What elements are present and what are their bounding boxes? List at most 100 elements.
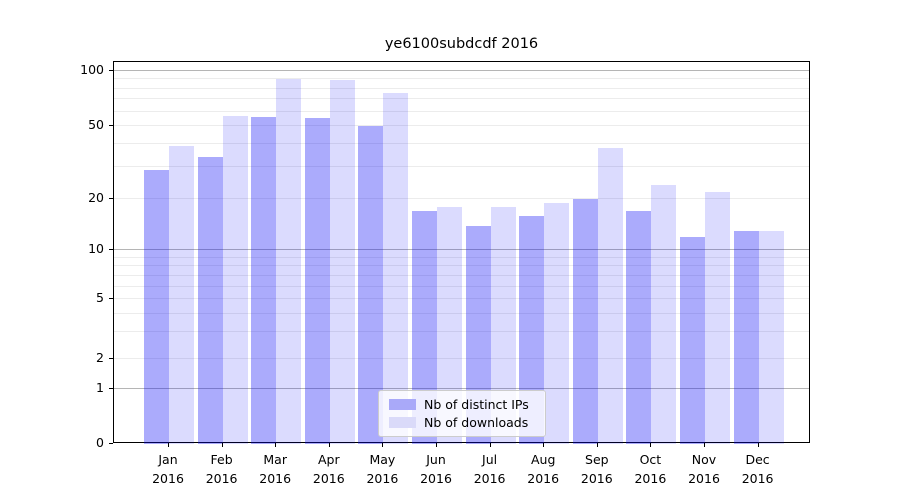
x-tick-year: 2016 — [527, 471, 560, 486]
x-tick-month: Nov — [691, 452, 717, 467]
bar-ips-sep — [572, 199, 598, 444]
x-tick-year: 2016 — [634, 471, 667, 486]
x-tick-month: Jan — [158, 452, 178, 467]
bar-downloads-sep — [597, 147, 623, 444]
bar-ips-jan — [144, 169, 169, 444]
x-tick-month: Jul — [482, 452, 498, 467]
y-tick-mark-100 — [109, 70, 113, 71]
bar-ips-apr — [304, 118, 330, 444]
x-tick-label-sep: Sep 2016 — [567, 450, 627, 488]
gridline-minor-50 — [114, 124, 809, 126]
x-tick-month: Feb — [210, 452, 233, 467]
bar-downloads-aug — [544, 203, 570, 444]
gridline-minor-70 — [114, 98, 809, 100]
x-tick-mark-jun — [436, 443, 437, 447]
gridline-minor-5 — [114, 298, 809, 300]
x-tick-label-feb: Feb 2016 — [192, 450, 252, 488]
x-tick-mark-feb — [221, 443, 223, 447]
x-tick-year: 2016 — [741, 471, 774, 486]
bar-downloads-may — [383, 92, 409, 444]
y-tick-label-20: 20 — [88, 190, 104, 206]
x-tick-label-jul: Jul 2016 — [460, 450, 520, 488]
gridline-minor-90 — [114, 78, 809, 80]
chart-title: ye6100subdcdf 2016 — [384, 36, 539, 52]
x-tick-month: May — [369, 452, 396, 467]
y-tick-mark-5 — [109, 298, 113, 300]
gridline-minor-4 — [114, 312, 809, 314]
x-tick-label-may: May 2016 — [352, 450, 412, 488]
bar-ips-mar — [251, 116, 277, 444]
y-tick-label-5: 5 — [96, 290, 104, 306]
x-tick-label-aug: Aug 2016 — [513, 450, 573, 488]
x-tick-month: Sep — [585, 452, 609, 467]
legend: Nb of distinct IPs Nb of downloads — [378, 390, 546, 437]
x-tick-year: 2016 — [420, 471, 452, 486]
legend-label-downloads: Nb of downloads — [424, 415, 529, 430]
gridline-minor-8 — [114, 265, 809, 267]
y-tick-mark-1 — [109, 388, 113, 390]
x-tick-mark-mar — [275, 443, 277, 447]
x-tick-month: Apr — [317, 452, 340, 467]
x-tick-mark-nov — [704, 443, 705, 447]
y-tick-label-50: 50 — [88, 116, 104, 132]
x-tick-label-dec: Dec 2016 — [728, 450, 788, 488]
y-tick-mark-0 — [109, 443, 113, 444]
y-tick-label-10: 10 — [88, 241, 104, 257]
x-tick-mark-jul — [489, 443, 491, 447]
x-tick-label-apr: Apr 2016 — [299, 450, 359, 488]
x-tick-year: 2016 — [473, 471, 506, 486]
legend-item-downloads: Nb of downloads — [379, 415, 545, 430]
y-tick-mark-20 — [109, 198, 113, 200]
y-tick-label-1: 1 — [96, 380, 104, 396]
y-tick-mark-50 — [109, 124, 113, 126]
x-tick-mark-apr — [328, 443, 330, 447]
x-tick-label-oct: Oct 2016 — [620, 450, 680, 488]
x-tick-year: 2016 — [366, 471, 399, 486]
x-tick-year: 2016 — [205, 471, 238, 486]
bar-ips-feb — [197, 156, 223, 444]
y-tick-label-100: 100 — [80, 62, 104, 77]
x-tick-month: Dec — [745, 452, 770, 467]
x-tick-month: Aug — [530, 452, 556, 467]
bar-downloads-mar — [276, 79, 302, 444]
x-tick-month: Mar — [263, 452, 287, 467]
gridline-minor-3 — [114, 331, 809, 333]
legend-swatch-downloads — [389, 417, 416, 428]
bar-ips-dec — [733, 231, 759, 444]
x-tick-mark-jan — [168, 443, 169, 447]
gridline-minor-7 — [114, 274, 809, 276]
x-tick-year: 2016 — [312, 471, 345, 486]
x-tick-year: 2016 — [259, 471, 292, 486]
x-tick-month: Jun — [426, 452, 446, 467]
bar-downloads-nov — [705, 191, 730, 444]
x-tick-mark-dec — [757, 443, 759, 447]
bar-downloads-jan — [169, 145, 194, 444]
gridline-major-10 — [114, 249, 809, 251]
bar-ips-nov — [680, 237, 705, 444]
plot-area — [113, 61, 810, 444]
gridline-minor-30 — [114, 165, 809, 167]
gridline-minor-20 — [114, 198, 809, 200]
gridline-major-100 — [114, 70, 809, 71]
y-tick-mark-10 — [109, 249, 113, 251]
bar-downloads-dec — [758, 231, 784, 444]
gridline-minor-6 — [114, 285, 809, 287]
x-tick-mark-sep — [596, 443, 598, 447]
x-tick-year: 2016 — [580, 471, 613, 486]
y-tick-mark-2 — [109, 357, 113, 359]
legend-label-distinct-ips: Nb of distinct IPs — [424, 397, 529, 412]
gridline-major-1 — [114, 388, 809, 390]
bar-ips-oct — [626, 211, 652, 444]
bar-downloads-feb — [222, 115, 248, 444]
gridline-minor-60 — [114, 110, 809, 112]
gridline-minor-80 — [114, 87, 809, 89]
bar-downloads-apr — [329, 80, 355, 444]
y-tick-label-2: 2 — [96, 349, 104, 365]
x-tick-mark-aug — [543, 443, 545, 447]
gridline-minor-40 — [114, 142, 809, 144]
x-tick-label-jun: Jun 2016 — [406, 450, 466, 488]
x-tick-year: 2016 — [152, 471, 184, 486]
x-tick-year: 2016 — [688, 471, 720, 486]
x-tick-label-nov: Nov 2016 — [674, 450, 734, 488]
